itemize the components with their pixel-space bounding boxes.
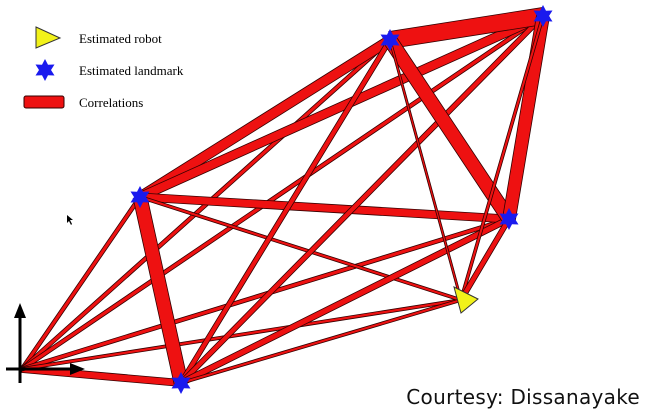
landmark-4-icon (533, 5, 553, 27)
legend: Estimated robot Estimated landmark Corre… (23, 26, 184, 110)
credit-text: Courtesy: Dissanayake (406, 385, 640, 409)
legend-correlation-label: Correlations (79, 95, 143, 110)
mouse-pointer-icon (67, 215, 73, 225)
correlation-links (19, 7, 550, 387)
correlation-link-l1-l5 (139, 192, 510, 224)
legend-landmark-icon (35, 59, 55, 81)
six-point-star-icon (35, 59, 55, 81)
landmark-2-icon (171, 372, 191, 394)
landmark-3-icon (380, 29, 400, 51)
legend-landmark-label: Estimated landmark (79, 63, 184, 78)
correlation-link-o-l1 (19, 195, 143, 371)
estimated-robot-icon (453, 286, 479, 314)
legend-correlation-swatch (23, 95, 65, 109)
landmark-1-icon (130, 186, 150, 208)
legend-robot-label: Estimated robot (79, 31, 162, 46)
legend-robot-icon (35, 26, 62, 49)
landmark-5-icon (499, 208, 519, 230)
landmarks (130, 5, 553, 394)
coordinate-axes-icon (6, 303, 85, 383)
